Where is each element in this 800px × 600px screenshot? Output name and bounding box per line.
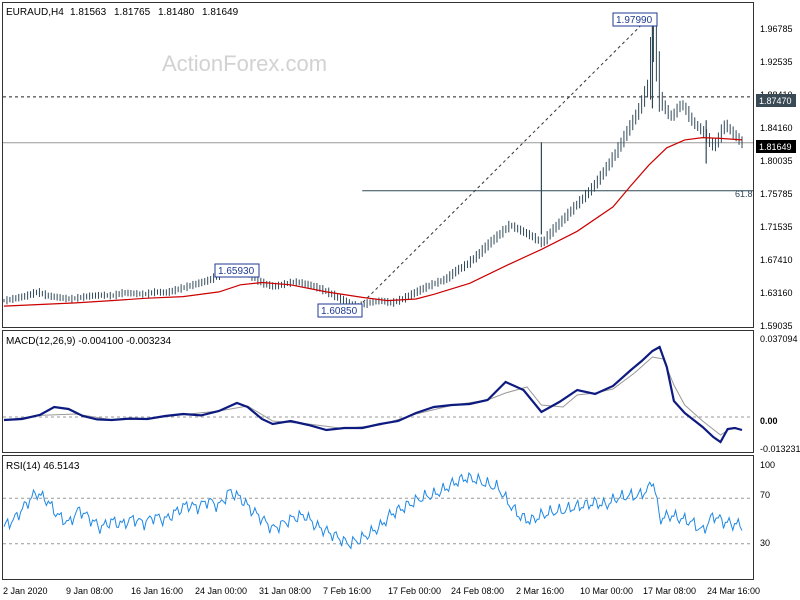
annotation-label: 1.65930	[218, 266, 255, 277]
annotation-label: 1.60850	[321, 306, 358, 317]
symbol-label: EURAUD,H4	[6, 7, 64, 18]
time-tick-label: 24 Feb 08:00	[451, 586, 504, 596]
price-tick-label: 1.59035	[760, 321, 793, 331]
macd-tick-label: 0.037094	[760, 334, 798, 344]
ohlc-open: 1.81563	[70, 7, 107, 18]
price-tick-label: 1.80035	[760, 156, 793, 166]
annotation-label: 1.97990	[616, 15, 653, 26]
ohlc-low: 1.81480	[158, 7, 195, 18]
time-tick-label: 17 Mar 08:00	[643, 586, 696, 596]
marked-level-label: 1.87470	[759, 96, 792, 106]
rsi-tick-label: 30	[760, 538, 770, 548]
time-tick-label: 16 Jan 16:00	[131, 586, 183, 596]
time-tick-label: 10 Mar 00:00	[580, 586, 633, 596]
rsi-pane	[2, 455, 754, 580]
price-tick-label: 1.92535	[760, 57, 793, 67]
macd-zero-label: 0.00	[760, 416, 778, 426]
macd-zero-tag	[756, 415, 778, 427]
fib-label: 61.8	[735, 189, 753, 199]
marked-level-tag	[756, 94, 796, 107]
annotation-box	[317, 303, 363, 318]
time-axis: 2 Jan 2020 9 Jan 08:00 16 Jan 16:00 24 J…	[3, 586, 760, 596]
ohlc-close: 1.81649	[202, 7, 239, 18]
price-tick-label: 1.96785	[760, 24, 793, 34]
rsi-label: RSI(14) 46.5143	[6, 461, 80, 472]
rsi-plot	[3, 471, 753, 550]
rsi-tick-label: 70	[760, 490, 770, 500]
time-tick-label: 7 Feb 16:00	[323, 586, 371, 596]
price-pane	[2, 2, 754, 328]
macd-label: MACD(12,26,9) -0.004100 -0.003234	[6, 336, 172, 347]
price-tick-label: 1.75785	[760, 189, 793, 199]
time-tick-label: 2 Jan 2020	[3, 586, 48, 596]
rsi-tick-label: 100	[760, 460, 775, 470]
price-tick-label: 1.84160	[760, 123, 793, 133]
price-tick-label: 1.67410	[760, 255, 793, 265]
current-price-tag	[756, 140, 796, 153]
annotation-box	[214, 263, 260, 278]
moving-average-line	[3, 136, 743, 307]
time-tick-label: 24 Jan 00:00	[195, 586, 247, 596]
macd-tick-label: -0.013231	[760, 444, 800, 454]
price-tick-label: 1.63160	[760, 288, 793, 298]
macd-plot	[3, 345, 753, 444]
time-tick-label: 17 Feb 00:00	[388, 586, 441, 596]
time-tick-label: 24 Mar 16:00	[707, 586, 760, 596]
macd-pane	[2, 330, 754, 453]
time-tick-label: 31 Jan 08:00	[259, 586, 311, 596]
current-price-label: 1.81649	[759, 142, 792, 152]
ohlc-high: 1.81765	[114, 7, 151, 18]
watermark: ActionForex.com	[162, 51, 327, 76]
price-plot: 1.65930 1.60850 1.97990	[3, 12, 753, 318]
time-tick-label: 9 Jan 08:00	[66, 586, 113, 596]
macd-line	[3, 345, 743, 444]
rsi-line	[3, 471, 743, 550]
time-tick-label: 2 Mar 16:00	[516, 586, 564, 596]
annotation-box	[612, 12, 658, 27]
price-tick-label: 1.71535	[760, 222, 793, 232]
